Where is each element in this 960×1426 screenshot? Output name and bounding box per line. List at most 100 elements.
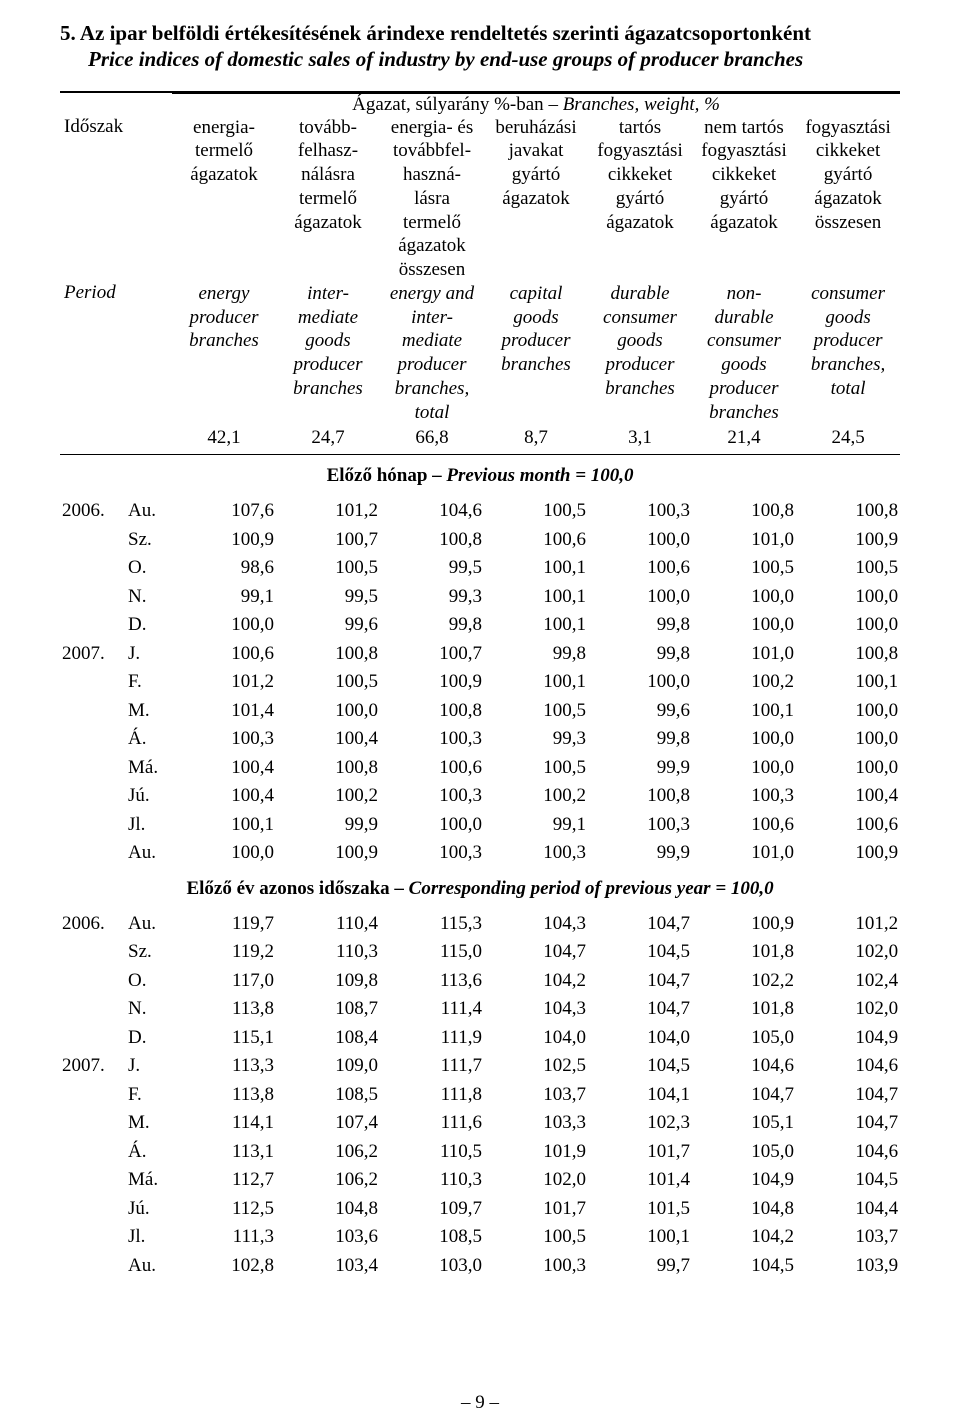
value-cell: 100,8 <box>380 526 484 555</box>
title-main: 5. Az ipar belföldi értékesítésének árin… <box>60 20 900 46</box>
month-cell: Á. <box>126 725 172 754</box>
value-cell: 100,1 <box>484 583 588 612</box>
value-cell: 100,7 <box>380 640 484 669</box>
value-cell: 102,0 <box>796 938 900 967</box>
table-row: F.101,2100,5100,9100,1100,0100,2100,1 <box>60 668 900 697</box>
table-row: Jl.111,3103,6108,5100,5100,1104,2103,7 <box>60 1223 900 1252</box>
table-row: Sz.100,9100,7100,8100,6100,0101,0100,9 <box>60 526 900 555</box>
value-cell: 100,3 <box>588 497 692 526</box>
value-cell: 103,7 <box>484 1081 588 1110</box>
value-cell: 100,0 <box>796 697 900 726</box>
month-cell: Má. <box>126 1166 172 1195</box>
value-cell: 100,3 <box>380 782 484 811</box>
value-cell: 100,0 <box>172 611 276 640</box>
value-cell: 110,3 <box>276 938 380 967</box>
table-row: M.114,1107,4111,6103,3102,3105,1104,7 <box>60 1109 900 1138</box>
value-cell: 100,0 <box>380 811 484 840</box>
value-cell: 100,0 <box>692 754 796 783</box>
value-cell: 100,6 <box>380 754 484 783</box>
value-cell: 117,0 <box>172 967 276 996</box>
value-cell: 101,8 <box>692 995 796 1024</box>
section-b-plain: Előző év azonos időszaka – <box>186 878 408 899</box>
table-row: 2006.Au.119,7110,4115,3104,3104,7100,910… <box>60 910 900 939</box>
col-head-hu: fogyasztásicikkeketgyártóágazatokösszese… <box>796 116 900 282</box>
value-cell: 103,0 <box>380 1252 484 1281</box>
value-cell: 104,5 <box>796 1166 900 1195</box>
value-cell: 108,7 <box>276 995 380 1024</box>
value-cell: 100,8 <box>796 640 900 669</box>
table-row: 2007.J.113,3109,0111,7102,5104,5104,6104… <box>60 1052 900 1081</box>
value-cell: 99,8 <box>380 611 484 640</box>
row-label-en: Period <box>60 282 172 425</box>
weight-cell: 24,7 <box>276 424 380 455</box>
value-cell: 100,8 <box>380 697 484 726</box>
value-cell: 102,4 <box>796 967 900 996</box>
value-cell: 113,8 <box>172 1081 276 1110</box>
value-cell: 104,2 <box>484 967 588 996</box>
year-cell <box>60 1166 126 1195</box>
value-cell: 107,6 <box>172 497 276 526</box>
table-row: M.101,4100,0100,8100,599,6100,1100,0 <box>60 697 900 726</box>
value-cell: 103,6 <box>276 1223 380 1252</box>
value-cell: 101,2 <box>796 910 900 939</box>
value-cell: 100,1 <box>692 697 796 726</box>
value-cell: 105,1 <box>692 1109 796 1138</box>
value-cell: 99,3 <box>380 583 484 612</box>
value-cell: 99,1 <box>484 811 588 840</box>
value-cell: 104,5 <box>588 1052 692 1081</box>
value-cell: 100,4 <box>172 754 276 783</box>
month-cell: D. <box>126 1024 172 1053</box>
section-b-heading: Előző év azonos időszaka – Corresponding… <box>60 868 900 910</box>
year-cell <box>60 754 126 783</box>
value-cell: 111,8 <box>380 1081 484 1110</box>
value-cell: 104,9 <box>796 1024 900 1053</box>
value-cell: 100,9 <box>796 839 900 868</box>
month-cell: N. <box>126 995 172 1024</box>
value-cell: 104,6 <box>692 1052 796 1081</box>
rows-a-body: 2006.Au.107,6101,2104,6100,5100,3100,810… <box>60 497 900 868</box>
value-cell: 104,5 <box>588 938 692 967</box>
value-cell: 100,3 <box>588 811 692 840</box>
value-cell: 113,1 <box>172 1138 276 1167</box>
value-cell: 100,0 <box>692 611 796 640</box>
value-cell: 115,0 <box>380 938 484 967</box>
col-head-en: energyproducerbranches <box>172 282 276 425</box>
value-cell: 113,8 <box>172 995 276 1024</box>
col-headers-en: Period energyproducerbranchesinter-media… <box>60 282 900 425</box>
section-a-plain: Előző hónap – <box>327 465 447 486</box>
col-head-hu: energia- éstovábbfel-haszná-lásratermelő… <box>380 116 484 282</box>
table-row: N.113,8108,7111,4104,3104,7101,8102,0 <box>60 995 900 1024</box>
value-cell: 106,2 <box>276 1166 380 1195</box>
value-cell: 108,4 <box>276 1024 380 1053</box>
value-cell: 100,8 <box>276 640 380 669</box>
table-row: Au.100,0100,9100,3100,399,9101,0100,9 <box>60 839 900 868</box>
col-head-hu: energia-termelőágazatok <box>172 116 276 282</box>
value-cell: 99,6 <box>588 697 692 726</box>
value-cell: 106,2 <box>276 1138 380 1167</box>
col-head-en: energy andinter-mediateproducerbranches,… <box>380 282 484 425</box>
value-cell: 100,0 <box>796 611 900 640</box>
year-cell <box>60 554 126 583</box>
value-cell: 100,0 <box>588 668 692 697</box>
value-cell: 104,7 <box>588 967 692 996</box>
value-cell: 100,6 <box>588 554 692 583</box>
year-cell: 2006. <box>60 910 126 939</box>
value-cell: 101,4 <box>588 1166 692 1195</box>
value-cell: 111,3 <box>172 1223 276 1252</box>
month-cell: J. <box>126 1052 172 1081</box>
value-cell: 104,8 <box>276 1195 380 1224</box>
value-cell: 100,0 <box>172 839 276 868</box>
year-cell <box>60 1081 126 1110</box>
month-cell: O. <box>126 967 172 996</box>
value-cell: 100,1 <box>172 811 276 840</box>
value-cell: 100,6 <box>172 640 276 669</box>
value-cell: 101,2 <box>172 668 276 697</box>
value-cell: 100,2 <box>692 668 796 697</box>
col-head-en: consumergoodsproducerbranches,total <box>796 282 900 425</box>
weight-cell: 21,4 <box>692 424 796 455</box>
year-cell <box>60 725 126 754</box>
value-cell: 113,6 <box>380 967 484 996</box>
year-cell: 2006. <box>60 497 126 526</box>
value-cell: 104,8 <box>692 1195 796 1224</box>
value-cell: 100,0 <box>588 583 692 612</box>
